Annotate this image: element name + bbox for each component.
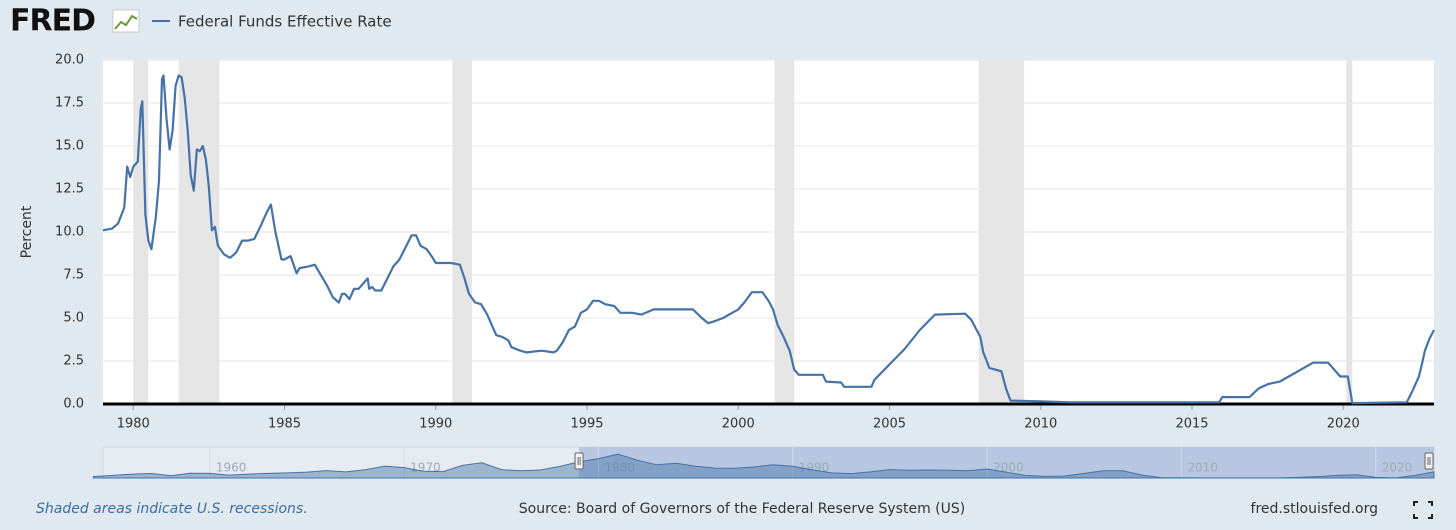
y-tick-label: 12.5 [55, 182, 84, 197]
y-tick-label: 15.0 [55, 139, 84, 154]
logo: FRED [10, 4, 95, 39]
source: Source: Board of Governors of the Federa… [519, 501, 965, 517]
x-tick-label: 2010 [1024, 417, 1057, 432]
y-tick-label: 17.5 [55, 96, 84, 111]
x-tick-label: 2020 [1327, 417, 1360, 432]
series-line [102, 74, 1435, 405]
y-tick-label: 0.0 [63, 397, 84, 412]
fullscreen-icon[interactable] [1413, 501, 1433, 519]
x-tick-label: 2005 [873, 417, 906, 432]
navigator-handle [1424, 452, 1434, 470]
x-tick-label: 2000 [722, 417, 755, 432]
y-tick-label: 10.0 [55, 225, 84, 240]
site: fred.stlouisfed.org [1251, 501, 1378, 517]
y-tick-label: 7.5 [63, 268, 84, 283]
navigator-handle [574, 452, 584, 470]
recession-note: Shaded areas indicate U.S. recessions. [36, 501, 308, 517]
x-tick-label: 1985 [268, 417, 301, 432]
x-tick-label: 1980 [117, 417, 150, 432]
navigator-label: 1960 [216, 461, 247, 475]
navigator-label: 2020 [1382, 461, 1413, 475]
x-tick-label: 1990 [419, 417, 452, 432]
legend-label: Federal Funds Effective Rate [178, 13, 392, 31]
logo-icon [112, 9, 140, 33]
navigator-label: 2010 [1187, 461, 1218, 475]
navigator-area [92, 453, 1435, 479]
x-tick-label: 2015 [1175, 417, 1208, 432]
navigator-label: 1980 [604, 461, 635, 475]
navigator-selection [579, 447, 1434, 478]
y-tick-label: 20.0 [55, 53, 84, 68]
y-axis-label: Percent [19, 205, 35, 258]
x-tick-label: 1995 [570, 417, 603, 432]
y-tick-label: 5.0 [63, 311, 84, 326]
y-tick-label: 2.5 [63, 354, 84, 369]
